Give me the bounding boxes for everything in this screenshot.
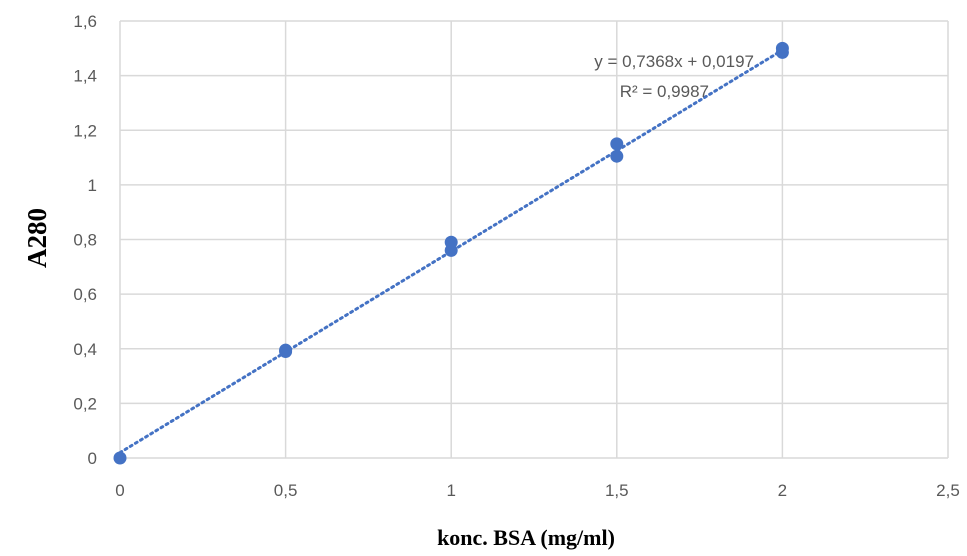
x-tick-label: 0,5 (274, 481, 298, 500)
y-tick-label: 0 (88, 449, 97, 468)
y-tick-label: 1,6 (73, 12, 97, 31)
y-tick-label: 1 (88, 176, 97, 195)
data-point (444, 243, 458, 257)
data-point (610, 137, 624, 151)
gridlines (119, 20, 949, 459)
data-point (279, 343, 293, 357)
y-tick-label: 0,6 (73, 285, 97, 304)
x-tick-label: 1 (446, 481, 455, 500)
y-tick-label: 0,2 (73, 394, 97, 413)
trendline-r-squared: R² = 0,9987 (620, 82, 709, 101)
y-tick-label: 0,4 (73, 340, 97, 359)
x-tick-label: 2 (778, 481, 787, 500)
trendline (118, 48, 784, 455)
data-point (775, 45, 789, 59)
data-point (113, 451, 127, 465)
y-tick-label: 1,4 (73, 67, 97, 86)
data-point (610, 149, 624, 163)
y-tick-label: 0,8 (73, 231, 97, 250)
x-axis-title: konc. BSA (mg/ml) (437, 525, 615, 550)
x-tick-label: 2,5 (936, 481, 960, 500)
y-axis-title: A280 (22, 208, 52, 268)
data-points (113, 41, 789, 465)
x-tick-label: 0 (115, 481, 124, 500)
trendline-group (118, 48, 784, 455)
y-tick-label: 1,2 (73, 121, 97, 140)
tick-labels: 0 0,2 0,4 0,6 0,8 1 1,2 1,4 1,6 0 0,5 1 1,5 2 2,5 (73, 12, 959, 500)
trendline-equation: y = 0,7368x + 0,0197 (594, 52, 754, 71)
x-tick-label: 1,5 (605, 481, 629, 500)
